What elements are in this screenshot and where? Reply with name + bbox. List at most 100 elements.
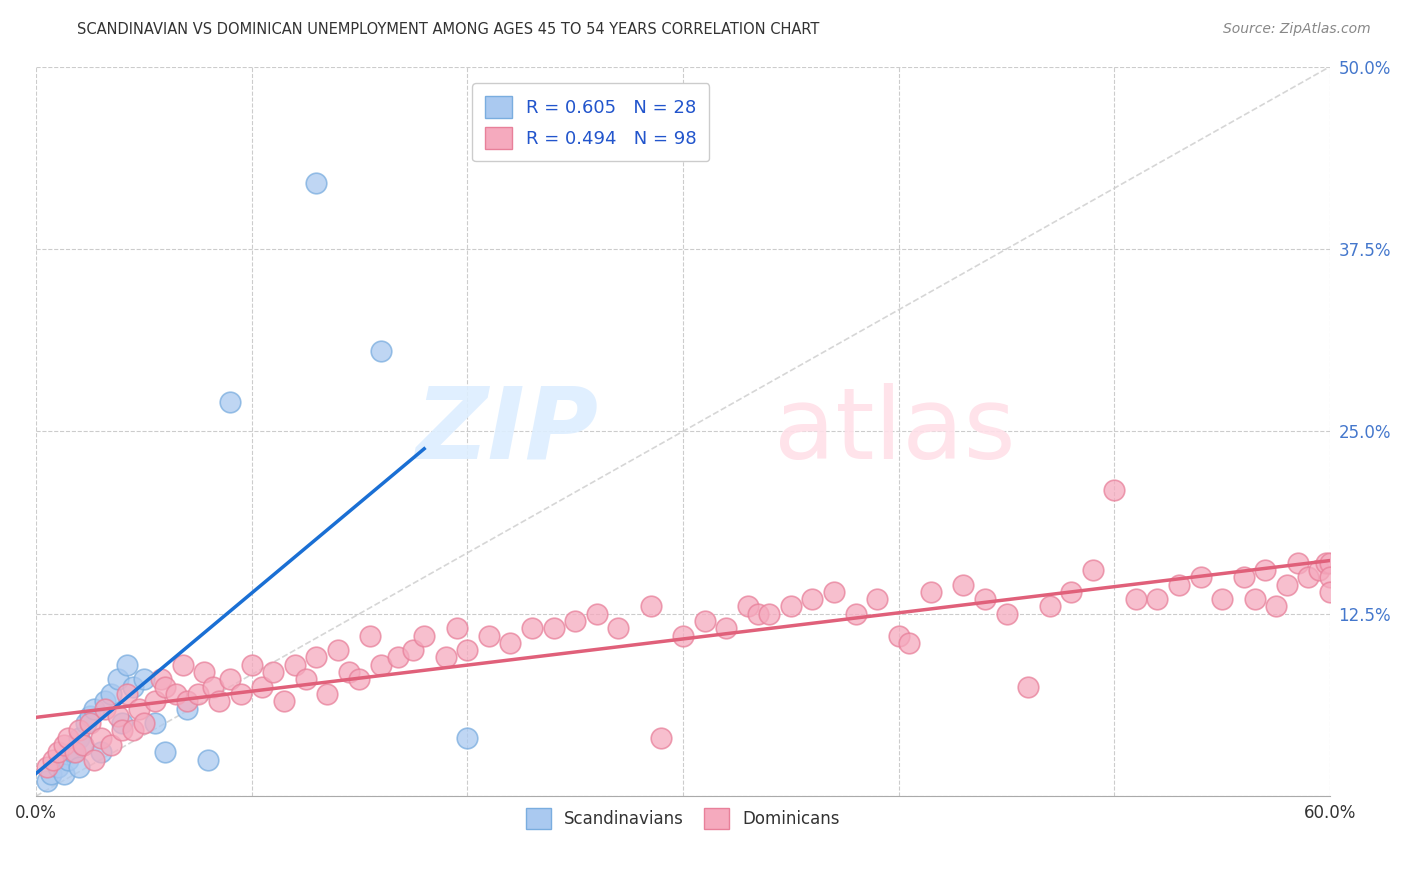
Text: SCANDINAVIAN VS DOMINICAN UNEMPLOYMENT AMONG AGES 45 TO 54 YEARS CORRELATION CHA: SCANDINAVIAN VS DOMINICAN UNEMPLOYMENT A… [77, 22, 820, 37]
Point [844, 607, 866, 621]
Point [1168, 577, 1191, 591]
Point [585, 607, 607, 621]
Point [79, 709, 101, 723]
Point [1265, 599, 1288, 614]
Point [1275, 577, 1298, 591]
Point [543, 621, 565, 635]
Point [1039, 599, 1062, 614]
Text: atlas: atlas [773, 383, 1015, 480]
Point [150, 673, 173, 687]
Point [1308, 563, 1330, 577]
Point [1286, 556, 1309, 570]
Point [83, 753, 105, 767]
Point [737, 599, 759, 614]
Point [67, 731, 90, 745]
Point [499, 636, 522, 650]
Point [693, 614, 716, 628]
Point [72, 738, 94, 752]
Point [111, 723, 134, 738]
Point [1319, 556, 1341, 570]
Text: ZIP: ZIP [416, 383, 599, 480]
Point [115, 687, 138, 701]
Point [111, 716, 134, 731]
Point [197, 753, 219, 767]
Point [240, 657, 263, 672]
Point [67, 723, 90, 738]
Point [779, 599, 801, 614]
Point [1189, 570, 1212, 584]
Point [201, 680, 224, 694]
Point [143, 716, 166, 731]
Point [434, 650, 457, 665]
Point [478, 629, 501, 643]
Point [122, 680, 145, 694]
Point [176, 694, 198, 708]
Point [887, 629, 910, 643]
Point [208, 694, 231, 708]
Point [1060, 584, 1083, 599]
Point [747, 607, 769, 621]
Point [370, 657, 392, 672]
Point [72, 738, 94, 752]
Point [35, 760, 58, 774]
Point [294, 673, 316, 687]
Point [165, 687, 187, 701]
Point [46, 760, 69, 774]
Point [193, 665, 215, 679]
Point [456, 731, 478, 745]
Point [67, 760, 90, 774]
Point [132, 716, 155, 731]
Point [128, 701, 150, 715]
Point [90, 731, 112, 745]
Point [35, 774, 58, 789]
Point [46, 745, 69, 759]
Point [58, 753, 80, 767]
Point [219, 395, 242, 409]
Point [952, 577, 974, 591]
Point [520, 621, 543, 635]
Point [273, 694, 295, 708]
Point [155, 680, 177, 694]
Point [607, 621, 630, 635]
Point [1125, 592, 1147, 607]
Point [672, 629, 695, 643]
Point [1243, 592, 1265, 607]
Point [58, 731, 80, 745]
Point [337, 665, 360, 679]
Point [143, 694, 166, 708]
Point [176, 701, 198, 715]
Point [650, 731, 672, 745]
Point [115, 657, 138, 672]
Point [252, 680, 274, 694]
Point [305, 177, 328, 191]
Point [1146, 592, 1168, 607]
Point [714, 621, 737, 635]
Point [90, 745, 112, 759]
Point [1233, 570, 1256, 584]
Point [995, 607, 1018, 621]
Point [1254, 563, 1277, 577]
Point [42, 753, 65, 767]
Point [1211, 592, 1233, 607]
Point [866, 592, 889, 607]
Point [1319, 570, 1341, 584]
Point [370, 344, 392, 359]
Point [62, 745, 84, 759]
Text: Source: ZipAtlas.com: Source: ZipAtlas.com [1223, 22, 1371, 37]
Point [1319, 584, 1341, 599]
Point [172, 657, 194, 672]
Point [564, 614, 586, 628]
Point [305, 650, 328, 665]
Point [402, 643, 425, 657]
Point [107, 709, 129, 723]
Point [79, 716, 101, 731]
Point [1315, 556, 1337, 570]
Point [326, 643, 349, 657]
Point [229, 687, 252, 701]
Point [94, 701, 117, 715]
Point [122, 723, 145, 738]
Point [100, 738, 122, 752]
Point [801, 592, 824, 607]
Point [262, 665, 284, 679]
Point [100, 687, 122, 701]
